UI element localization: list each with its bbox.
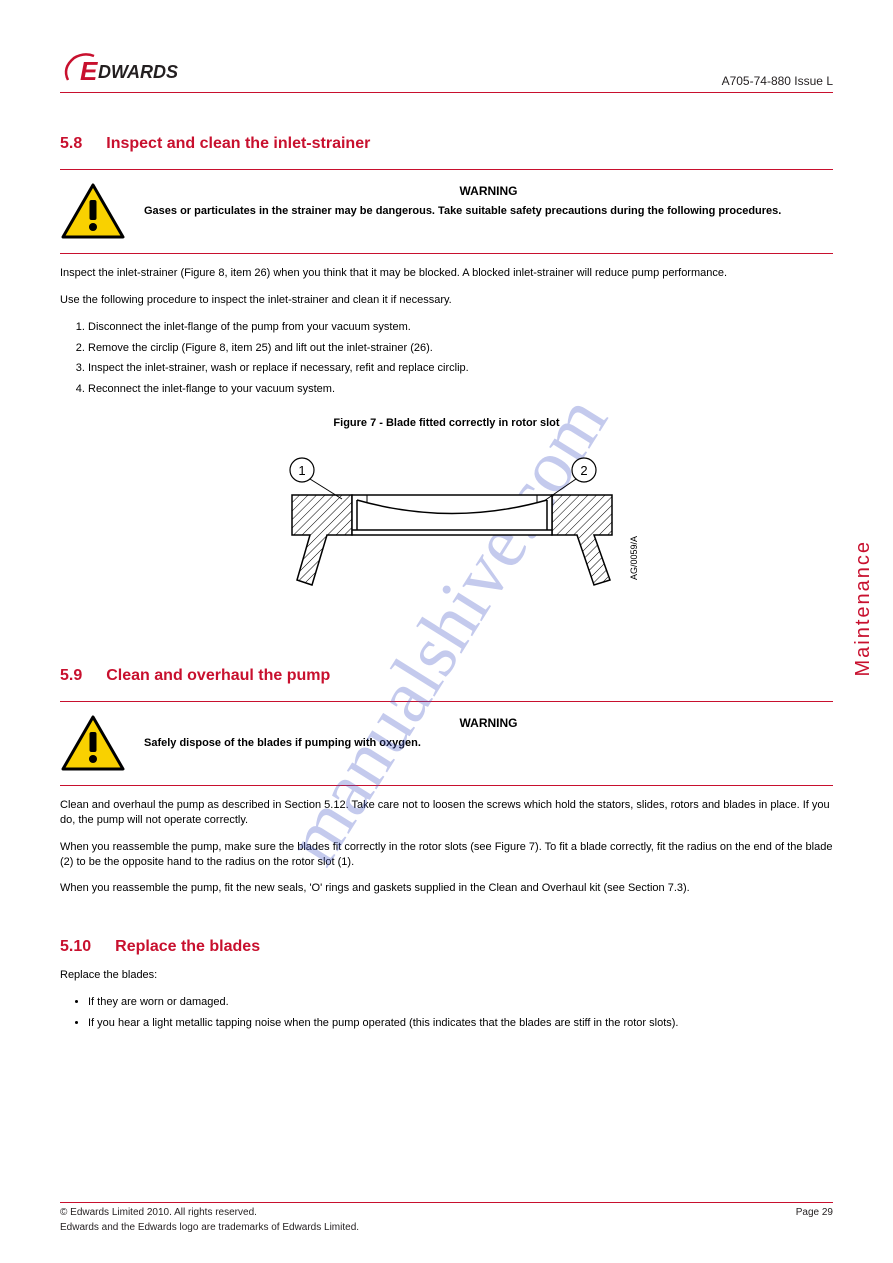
warning-text: WARNING Safely dispose of the blades if … xyxy=(144,714,833,751)
section-title: Replace the blades xyxy=(115,938,260,956)
list-item: Reconnect the inlet-flange to your vacuu… xyxy=(88,382,833,397)
paragraph: Use the following procedure to inspect t… xyxy=(60,293,833,308)
warning-icon xyxy=(60,182,126,243)
warning-text: WARNING Gases or particulates in the str… xyxy=(144,182,833,219)
section-title: Inspect and clean the inlet-strainer xyxy=(106,135,370,153)
section-number: 5.10 xyxy=(60,938,91,956)
list-item: Remove the circlip (Figure 8, item 25) a… xyxy=(88,341,833,356)
warning-rule-bottom-2 xyxy=(60,785,833,786)
footer-rule xyxy=(60,1202,833,1203)
section-number: 5.8 xyxy=(60,135,82,153)
header: E DWARDS A705-74-880 Issue L xyxy=(60,50,833,88)
section-heading-5-9: 5.9 Clean and overhaul the pump xyxy=(60,645,833,685)
paragraph: Replace the blades: xyxy=(60,968,833,983)
svg-text:E: E xyxy=(80,56,98,86)
document-code: A705-74-880 Issue L xyxy=(722,74,833,88)
warning-rule-top xyxy=(60,169,833,170)
section-title: Clean and overhaul the pump xyxy=(106,667,330,685)
drawing-ref: AG/0059/A xyxy=(629,536,639,580)
bullet-list: If they are worn or damaged. If you hear… xyxy=(60,995,833,1031)
svg-text:1: 1 xyxy=(298,463,305,478)
svg-text:DWARDS: DWARDS xyxy=(98,62,178,82)
warning-rule-bottom xyxy=(60,253,833,254)
footer-copyright: © Edwards Limited 2010. All rights reser… xyxy=(60,1207,257,1218)
warning-rule-top-2 xyxy=(60,701,833,702)
svg-text:2: 2 xyxy=(580,463,587,478)
list-item: If they are worn or damaged. xyxy=(88,995,833,1010)
list-item: Inspect the inlet-strainer, wash or repl… xyxy=(88,361,833,376)
list-item: If you hear a light metallic tapping noi… xyxy=(88,1016,833,1031)
warning-heading: WARNING xyxy=(144,184,833,198)
footer-note: Edwards and the Edwards logo are tradema… xyxy=(60,1222,359,1233)
header-rule xyxy=(60,92,833,93)
warning-heading: WARNING xyxy=(144,716,833,730)
warning-icon xyxy=(60,714,126,775)
procedure-list-1: Disconnect the inlet-flange of the pump … xyxy=(60,320,833,397)
warning-body: Safely dispose of the blades if pumping … xyxy=(144,736,833,751)
warning-block-1: WARNING Gases or particulates in the str… xyxy=(60,182,833,243)
section-heading-5-10: 5.10 Replace the blades xyxy=(60,916,833,956)
section-heading-5-8: 5.8 Inspect and clean the inlet-strainer xyxy=(60,113,833,153)
paragraph: When you reassemble the pump, make sure … xyxy=(60,840,833,870)
paragraph: Inspect the inlet-strainer (Figure 8, it… xyxy=(60,266,833,281)
footer-page: Page 29 xyxy=(796,1207,833,1218)
paragraph: When you reassemble the pump, fit the ne… xyxy=(60,881,833,896)
list-item: Disconnect the inlet-flange of the pump … xyxy=(88,320,833,335)
page-footer: © Edwards Limited 2010. All rights reser… xyxy=(60,1202,833,1233)
warning-block-2: WARNING Safely dispose of the blades if … xyxy=(60,714,833,775)
figure-7-diagram: 1 2 AG/0059/A xyxy=(60,435,833,625)
side-section-label: Maintenance xyxy=(852,540,875,677)
brand-logo: E DWARDS xyxy=(60,50,230,88)
warning-body: Gases or particulates in the strainer ma… xyxy=(144,204,833,219)
section-number: 5.9 xyxy=(60,667,82,685)
paragraph: Clean and overhaul the pump as described… xyxy=(60,798,833,828)
figure-caption: Figure 7 - Blade fitted correctly in rot… xyxy=(60,417,833,429)
